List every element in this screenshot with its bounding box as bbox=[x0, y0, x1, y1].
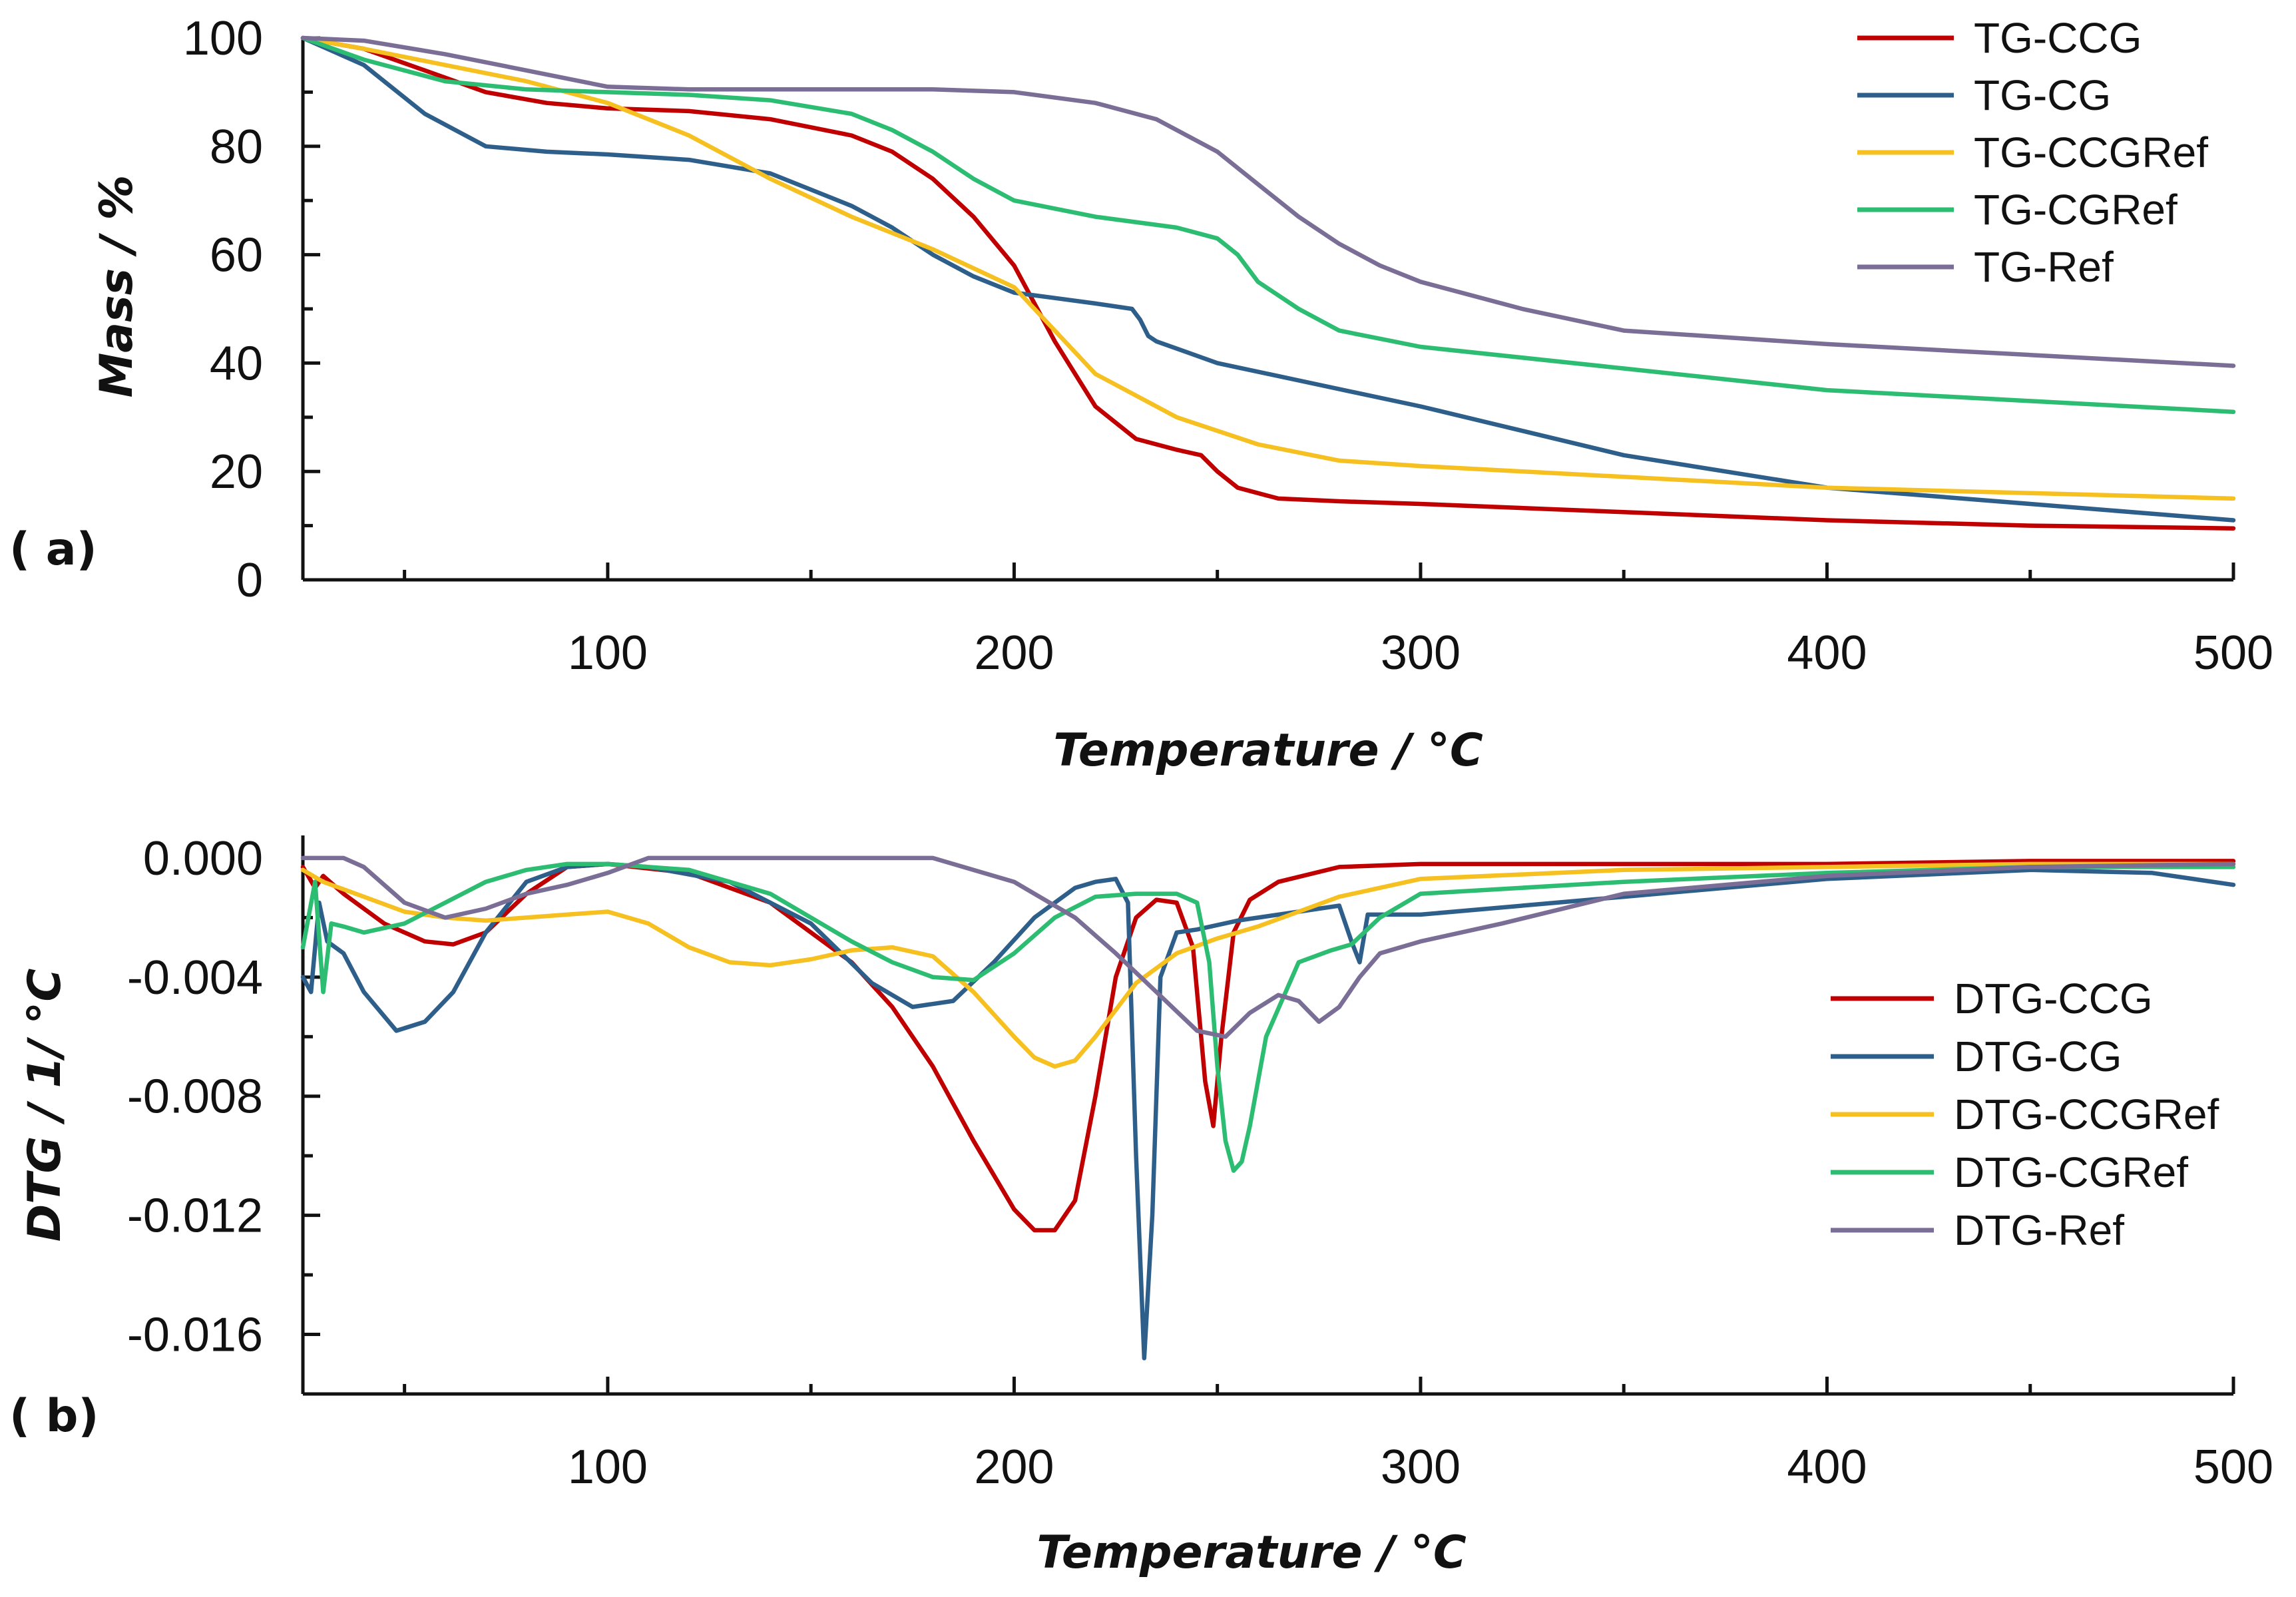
y-tick-label: -0.012 bbox=[127, 1190, 263, 1243]
x-tick-label: 300 bbox=[1381, 626, 1461, 680]
y-tick-label: 0 bbox=[236, 554, 263, 607]
y-tick-label: 40 bbox=[210, 337, 263, 390]
legend-label: TG-CCG bbox=[1974, 14, 2142, 62]
legend-label: DTG-CG bbox=[1954, 1032, 2122, 1080]
x-tick-label: 200 bbox=[974, 626, 1054, 680]
panel-a-tg-chart: 100 200 300 400 500 0 20 40 60 80 100 Mass / % Tem… bbox=[9, 12, 2273, 777]
series-line-dtg-cgref bbox=[300, 861, 2236, 1173]
series-line-tg-ref bbox=[300, 35, 2236, 368]
legend-label: TG-CGRef bbox=[1974, 186, 2178, 234]
series-line-tg-ccg bbox=[300, 35, 2236, 531]
y-tick-label: 0.000 bbox=[143, 832, 263, 885]
series-line-dtg-ref bbox=[300, 855, 2236, 1039]
y-tick-label: 60 bbox=[210, 229, 263, 282]
y-tick-label: 80 bbox=[210, 120, 263, 174]
x-tick-label: 500 bbox=[2193, 626, 2273, 680]
panel-a-series bbox=[300, 35, 2236, 531]
y-tick-label: -0.008 bbox=[127, 1070, 263, 1124]
panel-b-y-axis-title: DTG / 1/ °C bbox=[19, 969, 71, 1242]
y-tick-label: -0.016 bbox=[127, 1309, 263, 1362]
panel-b-label: ( b) bbox=[9, 1390, 99, 1443]
panel-b-dtg-chart: 100 200 300 400 500 0.000 -0.004 -0.008 -0.012 -0… bbox=[9, 832, 2273, 1579]
legend-label: TG-CCGRef bbox=[1974, 128, 2208, 176]
x-tick-label: 200 bbox=[974, 1441, 1054, 1494]
y-tick-label: -0.004 bbox=[127, 951, 263, 1005]
x-tick-label: 400 bbox=[1787, 626, 1867, 680]
legend-label: DTG-CCG bbox=[1954, 975, 2153, 1023]
y-tick-label: 100 bbox=[183, 12, 263, 65]
series-line-dtg-ccg bbox=[300, 859, 2236, 1233]
legend-label: TG-Ref bbox=[1974, 243, 2114, 291]
x-tick-label: 100 bbox=[568, 626, 648, 680]
series-line-dtg-cg bbox=[300, 861, 2236, 1361]
panel-a-x-axis-title: Temperature / °C bbox=[1053, 724, 1483, 777]
legend-label: TG-CG bbox=[1974, 71, 2111, 119]
x-tick-label: 400 bbox=[1787, 1441, 1867, 1494]
x-tick-label: 100 bbox=[568, 1441, 648, 1494]
series-line-tg-cgref bbox=[300, 35, 2236, 414]
legend-label: DTG-CCGRef bbox=[1954, 1090, 2219, 1138]
panel-b-ticks: 100 200 300 400 500 0.000 -0.004 -0.008 -0.012 -0… bbox=[127, 832, 2273, 1494]
panel-a-y-axis-title: Mass / % bbox=[91, 175, 143, 398]
panel-b-x-axis-title: Temperature / °C bbox=[1036, 1526, 1467, 1579]
series-line-tg-cg bbox=[300, 35, 2236, 523]
x-tick-label: 300 bbox=[1381, 1441, 1461, 1494]
panel-a-ticks: 100 200 300 400 500 0 20 40 60 80 100 bbox=[183, 12, 2273, 680]
legend-label: DTG-CGRef bbox=[1954, 1148, 2188, 1196]
panel-a-label: ( a) bbox=[9, 523, 97, 576]
panel-b-series bbox=[300, 855, 2236, 1361]
panel-a-legend: TG-CCG TG-CG TG-CCGRef TG-CGRef TG-Ref bbox=[1857, 14, 2208, 291]
x-tick-label: 500 bbox=[2193, 1441, 2273, 1494]
y-tick-label: 20 bbox=[210, 445, 263, 499]
legend-label: DTG-Ref bbox=[1954, 1206, 2124, 1254]
series-line-dtg-ccgref bbox=[300, 861, 2236, 1069]
panel-b-legend: DTG-CCG DTG-CG DTG-CCGRef DTG-CGRef DTG-Ref bbox=[1831, 975, 2219, 1254]
